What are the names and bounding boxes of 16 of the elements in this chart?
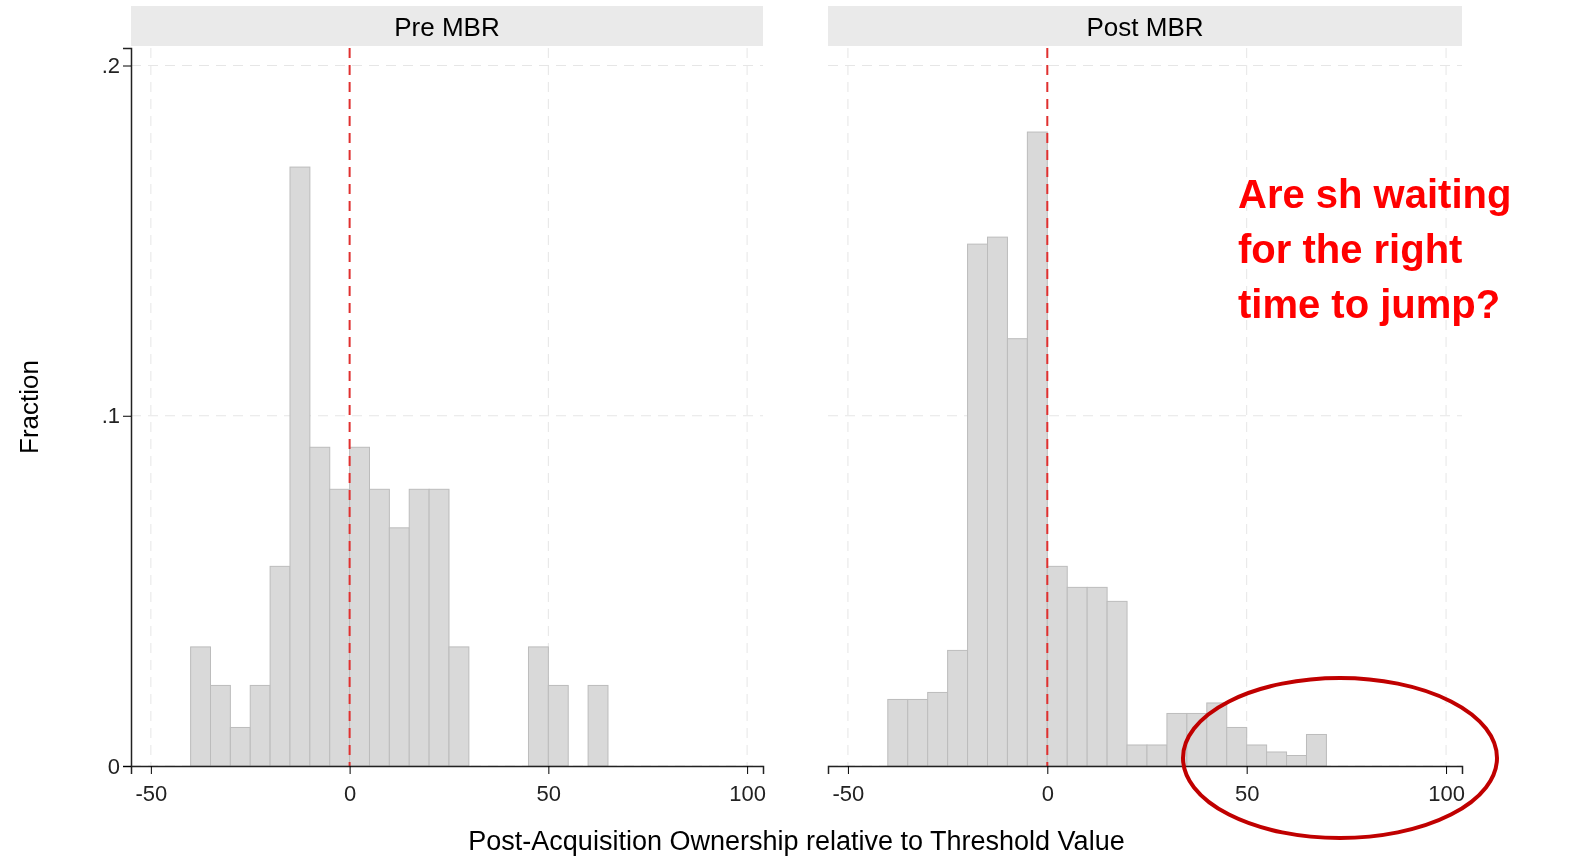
- x-tick-label: -50: [832, 781, 865, 807]
- y-tick-label: 0: [107, 753, 120, 779]
- x-tick-label: 0: [1041, 781, 1054, 807]
- y-axis-title: Fraction: [14, 360, 44, 454]
- y-tick-label: .2: [101, 53, 120, 79]
- x-tick-label: 100: [1428, 781, 1465, 807]
- annotation: Are sh waiting for the right time to jump?: [1238, 172, 1512, 327]
- x-tick-label: 100: [729, 781, 766, 807]
- x-tick-label: -50: [135, 781, 168, 807]
- chart-title: Post MBR: [1086, 12, 1204, 42]
- x-tick-label: 0: [343, 781, 357, 807]
- chart-title: Pre MBR: [394, 12, 500, 42]
- y-tick-label: .1: [101, 403, 120, 429]
- x-axis-title: Post-Acquisition Ownership relative to Threshold Value: [468, 826, 1125, 856]
- x-tick-label: 50: [1234, 781, 1260, 807]
- x-tick-label: 50: [536, 781, 562, 807]
